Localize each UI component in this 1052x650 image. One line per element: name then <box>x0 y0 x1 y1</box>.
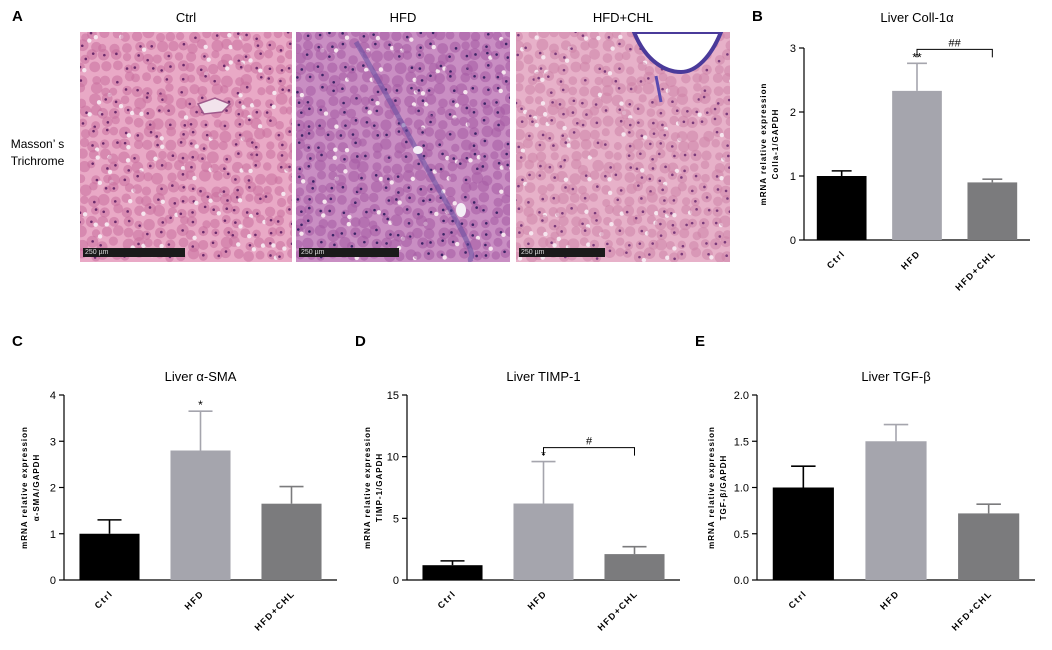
category-label: HFD <box>878 588 901 611</box>
y-tick-label: 2 <box>50 483 56 495</box>
micrograph-texture <box>296 32 510 262</box>
y-tick-label: 10 <box>387 452 399 464</box>
scale-bar: 250 µm <box>299 248 399 257</box>
micrograph-hfd-chl: 250 µm <box>516 32 730 262</box>
panel-letter-d: D <box>355 333 366 350</box>
bar-1 <box>170 450 231 580</box>
row-label-line-2: Trichrome <box>10 154 65 168</box>
bar-1 <box>513 503 574 580</box>
y-tick-label: 1 <box>50 529 56 541</box>
micrograph-texture <box>516 32 730 262</box>
category-label: HFD+CHL <box>950 588 994 632</box>
y-axis-label: mRNA relative expression <box>363 426 372 549</box>
y-tick-label: 3 <box>50 436 56 448</box>
y-tick-label: 2 <box>790 107 796 119</box>
histology-caption-hfd-chl: HFD+CHL <box>592 10 654 25</box>
bar-2 <box>261 503 322 580</box>
histology-row-label: Masson’ s Trichrome <box>0 136 75 170</box>
y-tick-label: 1.0 <box>734 483 749 495</box>
y-tick-label: 5 <box>393 513 399 525</box>
bar-0 <box>79 533 140 580</box>
histology-caption-hfd: HFD <box>389 10 417 25</box>
chart-panel-b: Liver Coll-1α mRNA relative expression Col… <box>752 8 1042 326</box>
y-tick-label: 3 <box>790 43 796 55</box>
bar-chart-c: Liver α-SMA mRNA relative expression α-SMA… <box>20 369 337 633</box>
y-axis-label: TGF-β/GAPDH <box>719 455 728 521</box>
chart-panel-e: Liver TGF-β mRNA relative expression TGF-β… <box>695 333 1045 645</box>
scale-bar: 250 µm <box>519 248 605 257</box>
panel-letter-b: B <box>752 8 763 25</box>
micrograph-hfd: 250 µm <box>296 32 510 262</box>
bar-1 <box>865 441 927 580</box>
y-tick-label: 1.5 <box>734 436 749 448</box>
bar-1 <box>892 90 942 240</box>
category-label: HFD <box>526 588 549 611</box>
bar-2 <box>958 513 1020 580</box>
chart-title: Liver TIMP-1 <box>506 369 580 384</box>
y-tick-label: 4 <box>50 390 56 402</box>
y-axis-label: mRNA relative expression <box>20 426 29 549</box>
bracket-label: ## <box>949 37 962 49</box>
y-axis-label: α-SMA/GAPDH <box>32 454 41 521</box>
y-tick-label: 0.0 <box>734 575 749 587</box>
y-tick-label: 0 <box>50 575 56 587</box>
micrograph-ctrl: 250 µm <box>80 32 292 262</box>
bar-2 <box>967 182 1018 240</box>
significance-mark: * <box>198 398 203 412</box>
comparison-bracket <box>543 447 635 456</box>
chart-panel-d: Liver TIMP-1 mRNA relative expression TIMP… <box>355 333 690 645</box>
y-axis-label: mRNA relative expression <box>759 83 768 206</box>
bracket-label: # <box>586 436 593 448</box>
y-tick-label: 1 <box>790 171 796 183</box>
category-label: Ctrl <box>825 248 847 270</box>
y-axis-label: mRNA relative expression <box>707 426 716 549</box>
scale-bar-label: 250 µm <box>301 249 325 256</box>
chart-title: Liver α-SMA <box>165 369 237 384</box>
comparison-bracket <box>916 48 993 58</box>
scale-bar: 250 µm <box>83 248 185 257</box>
bar-0 <box>422 565 483 580</box>
chart-title: Liver TGF-β <box>861 369 930 384</box>
category-label: HFD <box>183 588 206 611</box>
y-tick-label: 0.5 <box>734 529 749 541</box>
y-axis-label: Colla-1/GAPDH <box>771 109 780 180</box>
panel-letter-c: C <box>12 333 23 350</box>
y-axis-label: TIMP-1/GAPDH <box>375 453 384 522</box>
category-label: HFD+CHL <box>596 588 640 632</box>
bar-0 <box>772 487 834 580</box>
y-tick-label: 2.0 <box>734 390 749 402</box>
scale-bar-label: 250 µm <box>521 249 545 256</box>
category-label: HFD <box>899 248 922 271</box>
bar-chart-e: Liver TGF-β mRNA relative expression TGF-β… <box>707 369 1035 633</box>
category-label: Ctrl <box>436 588 458 610</box>
y-tick-label: 15 <box>387 390 399 402</box>
panel-letter-e: E <box>695 333 706 350</box>
bar-chart-d: Liver TIMP-1 mRNA relative expression TIMP… <box>363 369 680 633</box>
scale-bar-label: 250 µm <box>85 249 109 256</box>
y-tick-label: 0 <box>790 235 796 247</box>
category-label: HFD+CHL <box>253 588 297 632</box>
panel-letter-a: A <box>12 8 23 25</box>
row-label-line-1: Masson’ s <box>10 137 65 151</box>
category-label: Ctrl <box>93 588 115 610</box>
category-label: HFD+CHL <box>953 248 997 292</box>
chart-panel-c: Liver α-SMA mRNA relative expression α-SMA… <box>12 333 347 645</box>
y-tick-label: 0 <box>393 575 399 587</box>
micrograph-texture <box>80 32 292 262</box>
bar-chart-b: Liver Coll-1α mRNA relative expression Col… <box>759 10 1030 293</box>
bar-0 <box>816 176 867 240</box>
histology-caption-ctrl: Ctrl <box>175 10 197 25</box>
significance-mark: * <box>541 449 546 463</box>
bar-2 <box>604 554 665 580</box>
chart-title: Liver Coll-1α <box>880 10 954 25</box>
category-label: Ctrl <box>786 588 808 610</box>
